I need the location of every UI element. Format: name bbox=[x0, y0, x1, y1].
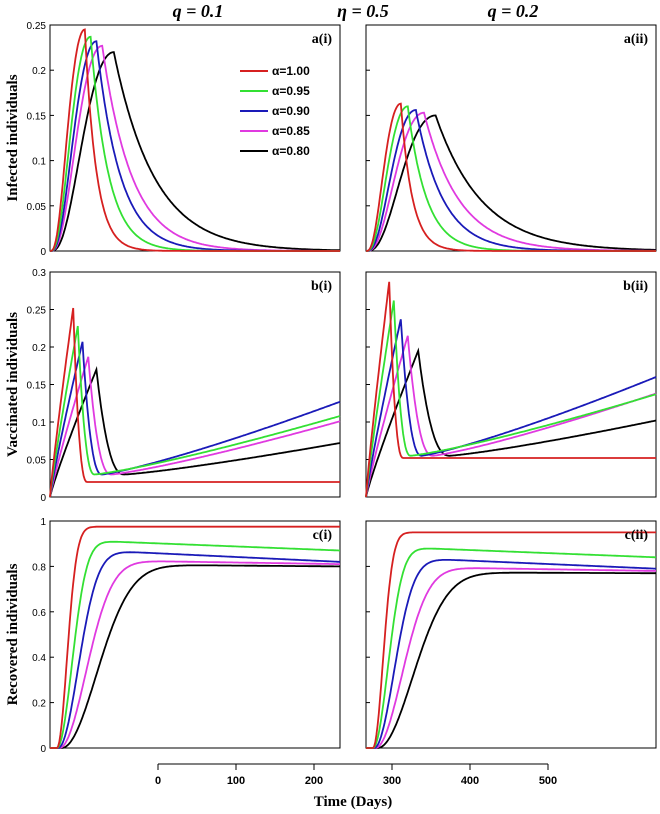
y-tick-label: 0.4 bbox=[32, 653, 46, 664]
y-axis-label: Recovered individuals bbox=[5, 563, 21, 705]
panel-frame bbox=[49, 271, 341, 498]
series-line-090 bbox=[49, 341, 341, 498]
y-tick-label: 0.2 bbox=[32, 343, 46, 354]
header-q-left: q = 0.1 bbox=[173, 1, 224, 21]
series-line-100 bbox=[49, 307, 340, 498]
time-axis-label: Time (Days) bbox=[314, 794, 392, 810]
series-line-095 bbox=[50, 540, 340, 749]
series-line-095 bbox=[365, 300, 657, 498]
series-line-080 bbox=[366, 571, 656, 749]
panel-label: c(ii) bbox=[625, 528, 649, 543]
header-q-right: q = 0.2 bbox=[488, 1, 539, 21]
series-line-100 bbox=[366, 531, 656, 749]
panel-a-ii: a(ii) bbox=[365, 24, 657, 252]
y-tick-label: 0.6 bbox=[32, 608, 46, 619]
panel-label: a(i) bbox=[312, 32, 333, 47]
y-tick-label: 0.05 bbox=[27, 202, 47, 213]
y-tick-label: 0.2 bbox=[32, 699, 46, 710]
panel-label: b(ii) bbox=[623, 279, 648, 294]
series-line-080 bbox=[365, 347, 657, 498]
header-eta: η = 0.5 bbox=[337, 1, 389, 21]
time-tick-label-200: 200 bbox=[305, 775, 323, 787]
y-tick-label: 0.25 bbox=[27, 306, 47, 317]
panel-frame bbox=[49, 24, 341, 252]
panel-b-i: 0 0.05 0.1 0.15 0.2 0.25 0.3 b(i) Vaccinated ind… bbox=[5, 268, 341, 504]
y-tick-label: 0.1 bbox=[32, 418, 46, 429]
series-line-100 bbox=[50, 525, 340, 749]
y-tick-label: 1 bbox=[40, 517, 46, 528]
y-tick-label: 0 bbox=[40, 247, 46, 258]
series-line-080 bbox=[50, 564, 340, 749]
y-axis-label: Vaccinated individuals bbox=[5, 312, 21, 457]
panel-frame bbox=[365, 520, 657, 749]
series-line-095 bbox=[366, 547, 656, 749]
y-tick-label: 0.05 bbox=[27, 456, 47, 467]
y-tick-label: 0.15 bbox=[27, 381, 47, 392]
series-line-085 bbox=[49, 356, 341, 498]
panel-a-i: 0 0.05 0.1 0.15 0.2 0.25 a(i) Infected individu… bbox=[5, 21, 341, 258]
panels-layer: 0 0.05 0.1 0.15 0.2 0.25 a(i) Infected individu… bbox=[5, 21, 657, 755]
time-axis: 0 100 200 300 400 500 Time (Days) bbox=[155, 763, 557, 810]
y-tick-label: 0.2 bbox=[32, 66, 46, 77]
series-line-100 bbox=[365, 102, 656, 252]
series-line-090 bbox=[365, 319, 657, 498]
panel-label: a(ii) bbox=[624, 32, 648, 47]
panel-label: b(i) bbox=[311, 279, 332, 294]
time-tick-label-300: 300 bbox=[383, 775, 401, 787]
panel-c-i: 0 0.2 0.4 0.6 0.8 1 c(i) Recovered individuals bbox=[5, 517, 341, 755]
legend: α=1.00 α=0.95 α=0.90 α=0.85 α=0.80 bbox=[240, 64, 310, 158]
series-line-090 bbox=[50, 551, 341, 749]
y-tick-label: 0.8 bbox=[32, 562, 46, 573]
panel-frame bbox=[365, 24, 657, 252]
time-tick-label-500: 500 bbox=[539, 775, 557, 787]
series-line-100 bbox=[365, 281, 656, 498]
panel-b-ii: b(ii) bbox=[365, 271, 657, 498]
time-tick-label-100: 100 bbox=[227, 775, 245, 787]
legend-label-alpha-085: α=0.85 bbox=[272, 124, 310, 138]
panel-frame bbox=[365, 271, 657, 498]
y-tick-label: 0 bbox=[40, 744, 46, 755]
legend-label-alpha-090: α=0.90 bbox=[272, 104, 310, 118]
legend-label-alpha-080: α=0.80 bbox=[272, 144, 310, 158]
series-line-080 bbox=[50, 51, 341, 252]
panel-label: c(i) bbox=[313, 528, 333, 543]
y-tick-label: 0.15 bbox=[27, 111, 47, 122]
y-axis-label: Infected individuals bbox=[5, 74, 21, 201]
series-line-090 bbox=[366, 559, 657, 749]
series-line-100 bbox=[49, 28, 340, 252]
time-tick-label-0: 0 bbox=[155, 775, 161, 787]
series-line-080 bbox=[366, 114, 656, 252]
series-line-085 bbox=[50, 560, 340, 749]
y-tick-label: 0 bbox=[40, 493, 46, 504]
legend-label-alpha-100: α=1.00 bbox=[272, 64, 310, 78]
series-line-080 bbox=[49, 365, 341, 498]
time-tick-label-400: 400 bbox=[461, 775, 479, 787]
series-line-095 bbox=[49, 325, 341, 498]
panel-frame bbox=[49, 520, 341, 749]
y-tick-label: 0.1 bbox=[32, 157, 46, 168]
y-tick-label: 0.3 bbox=[32, 268, 46, 279]
series-line-085 bbox=[366, 567, 656, 749]
panel-c-ii: c(ii) bbox=[365, 520, 657, 749]
y-tick-label: 0.25 bbox=[27, 21, 47, 32]
legend-label-alpha-095: α=0.95 bbox=[272, 84, 310, 98]
